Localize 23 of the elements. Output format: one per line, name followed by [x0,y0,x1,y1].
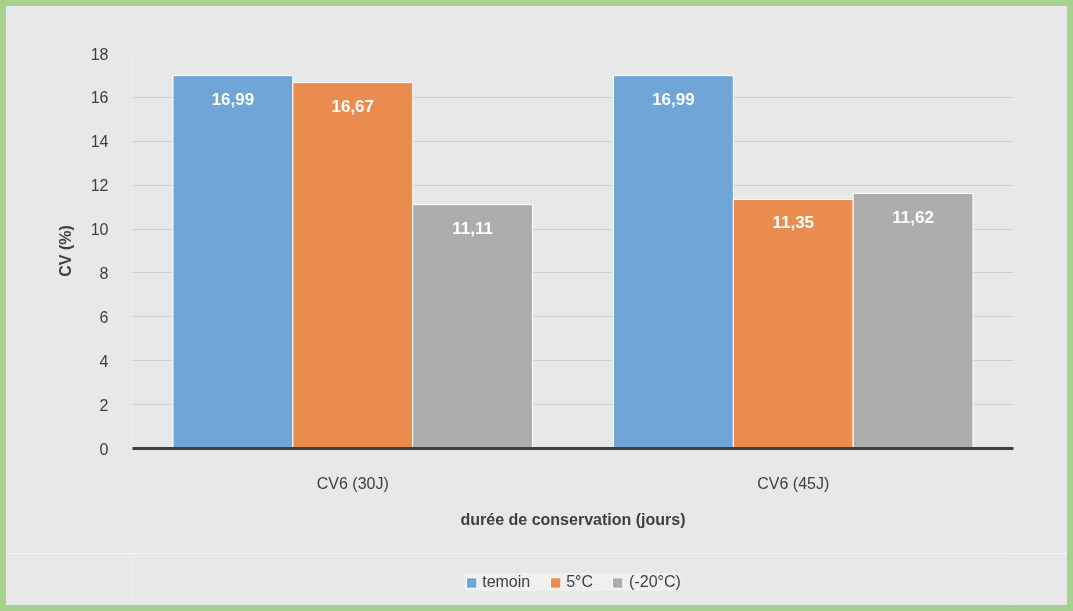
x-tick-label: CV6 (45J) [757,474,830,492]
data-label: 16,99 [652,89,695,109]
y-tick-label: 16 [90,89,109,107]
y-tick-label: 2 [99,396,109,414]
legend-label: temoin [482,573,531,591]
data-label: 11,35 [772,213,815,233]
legend-label: (-20°C) [629,573,681,591]
x-axis-title: durée de conservation (jours) [460,510,686,528]
y-tick-label: 18 [90,45,109,63]
y-tick-label: 14 [90,133,109,151]
data-label: 11,11 [452,218,493,238]
y-tick-label: 0 [99,440,109,458]
y-tick-label: 6 [99,308,109,326]
y-tick-label: 4 [99,352,109,370]
data-label: 11,62 [892,207,934,227]
y-axis-title: CV (%) [56,225,74,277]
y-tick-label: 12 [90,177,109,195]
y-tick-label: 10 [90,221,109,239]
data-label: 16,67 [331,96,375,116]
legend-label: 5°C [566,573,594,591]
x-tick-label: CV6 (30J) [316,474,389,492]
data-label: 16,99 [211,89,255,109]
y-tick-label: 8 [99,264,109,282]
